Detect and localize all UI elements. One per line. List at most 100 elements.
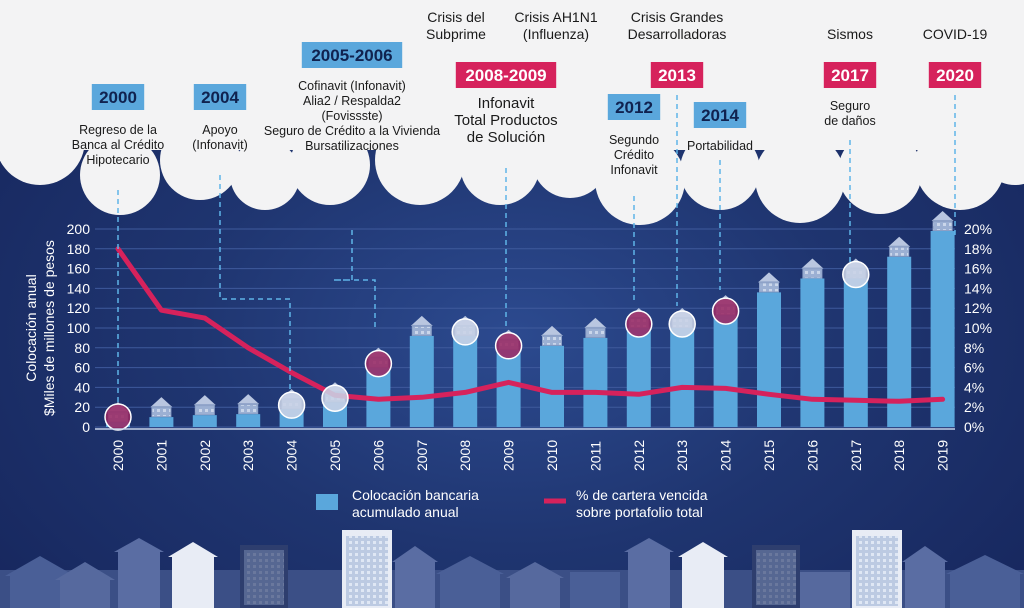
line-point-2017 <box>854 398 858 402</box>
bar-2017 <box>843 278 868 427</box>
house-roof-2002 <box>193 395 216 406</box>
house-roof-2007 <box>410 315 433 326</box>
bar-2014 <box>713 315 738 427</box>
bar-2001 <box>149 417 174 427</box>
x-tick-2007: 2007 <box>414 440 430 471</box>
x-tick-2017: 2017 <box>848 440 864 471</box>
right-tick-14%: 14% <box>964 280 992 296</box>
right-tick-18%: 18% <box>964 241 992 257</box>
right-tick-8%: 8% <box>964 340 984 356</box>
x-tick-2008: 2008 <box>457 440 473 471</box>
x-tick-2016: 2016 <box>804 440 820 471</box>
left-tick-40: 40 <box>74 379 90 395</box>
annotation-line-2005-2006-3: Seguro de Crédito a la Vivienda <box>264 124 440 138</box>
annotation-line-2012-1: Crédito <box>614 148 654 162</box>
line-point-2016 <box>810 397 814 401</box>
x-tick-2014: 2014 <box>718 440 734 471</box>
legend-bar-label-line2: acumulado anual <box>352 504 459 520</box>
annotation-line-2000-1: Banca al Crédito <box>72 138 164 152</box>
annotation-above2-2008-2009-0: Crisis AH1N1 <box>514 9 597 25</box>
left-axis-label-line1: Colocación anual <box>23 274 39 381</box>
left-tick-120: 120 <box>67 300 91 316</box>
annotation-line-2005-2006-1: Alia2 / Respalda2 <box>303 94 401 108</box>
line-point-2003 <box>246 346 250 350</box>
marker-2004 <box>277 391 306 419</box>
badge-bg-2008-2009 <box>455 62 557 88</box>
house-roof-2011 <box>584 317 607 328</box>
line-point-2018 <box>897 399 901 403</box>
annotation-line-2012-0: Segundo <box>609 133 659 147</box>
badge-label-2004: 2004 <box>201 88 239 107</box>
house-windows-2007 <box>412 326 431 335</box>
badge-bg-2004 <box>193 84 247 110</box>
left-tick-100: 100 <box>67 320 91 336</box>
bars-layer <box>106 210 955 427</box>
marker-2009 <box>494 332 523 360</box>
badge-bg-2012 <box>607 94 661 120</box>
bar-2008 <box>453 335 478 427</box>
house-windows-2011 <box>586 328 605 337</box>
badge-bg-2005-2006 <box>301 42 403 68</box>
left-tick-200: 200 <box>67 221 91 237</box>
bar-2007 <box>409 335 434 427</box>
annotation-line-2000-2: Hipotecario <box>86 153 149 167</box>
marker-2013 <box>668 310 696 338</box>
house-windows-2018 <box>890 247 909 256</box>
badge-label-2017: 2017 <box>831 66 869 85</box>
badge-bg-2014 <box>693 102 747 128</box>
right-tick-4%: 4% <box>964 379 984 395</box>
annotation-above-2008-2009-1: Subprime <box>426 26 486 42</box>
line-layer <box>115 246 946 404</box>
annotation-above2-2008-2009-1: (Influenza) <box>523 26 589 42</box>
bar-2003 <box>236 414 261 427</box>
bar-2011 <box>583 337 608 427</box>
badge-label-2008-2009: 2008-2009 <box>465 66 546 85</box>
city-skyline <box>0 530 1024 608</box>
line-point-2008 <box>463 390 467 394</box>
right-tick-10%: 10% <box>964 320 992 336</box>
annotation-line-2005-2006-0: Cofinavit (Infonavit) <box>298 79 406 93</box>
cloud-banner <box>0 0 1024 225</box>
house-roof-2010 <box>541 325 563 336</box>
house-windows-2015 <box>760 283 778 292</box>
badge-label-2013: 2013 <box>658 66 696 85</box>
right-tick-0%: 0% <box>964 419 984 435</box>
marker-2005 <box>321 384 349 412</box>
annotation-line-2017-0: Seguro <box>830 99 870 113</box>
house-roof-2018 <box>888 236 911 247</box>
marker-2006 <box>364 349 393 378</box>
legend-line-label-line2: sobre portafolio total <box>576 504 703 520</box>
left-tick-180: 180 <box>67 241 91 257</box>
x-tick-2003: 2003 <box>240 440 256 471</box>
house-windows-2003 <box>239 405 258 414</box>
annotation-2005-2006: 2005-2006 Cofinavit (Infonavit)Alia2 / Re… <box>264 42 440 330</box>
x-tick-2013: 2013 <box>674 440 690 471</box>
annotation-line-2014-0: Portabilidad <box>687 139 753 153</box>
marker-2000 <box>104 403 132 431</box>
right-tick-12%: 12% <box>964 300 992 316</box>
x-tick-2011: 2011 <box>587 441 603 471</box>
annotation-line-2000-0: Regreso de la <box>79 123 157 137</box>
annotation-above-2013-1: Desarrolladoras <box>628 26 727 42</box>
house-windows-2016 <box>803 269 822 278</box>
annotation-above-2017-0: Sismos <box>827 26 873 42</box>
left-tick-0: 0 <box>82 419 90 435</box>
bar-2016 <box>800 278 825 427</box>
x-tick-2012: 2012 <box>631 440 647 471</box>
annotation-above-2013-0: Crisis Grandes <box>631 9 724 25</box>
legend-bar-label-line1: Colocación bancaria <box>352 487 479 503</box>
marker-2008 <box>451 318 479 346</box>
annotation-above-2020-0: COVID-19 <box>923 26 988 42</box>
annotation-2004: 2004 Apoyo(Infonavit) <box>192 84 291 390</box>
badge-bg-2013 <box>650 62 704 88</box>
badge-bg-2000 <box>91 84 145 110</box>
bar-2019 <box>930 230 955 427</box>
bar-2015 <box>757 292 781 427</box>
